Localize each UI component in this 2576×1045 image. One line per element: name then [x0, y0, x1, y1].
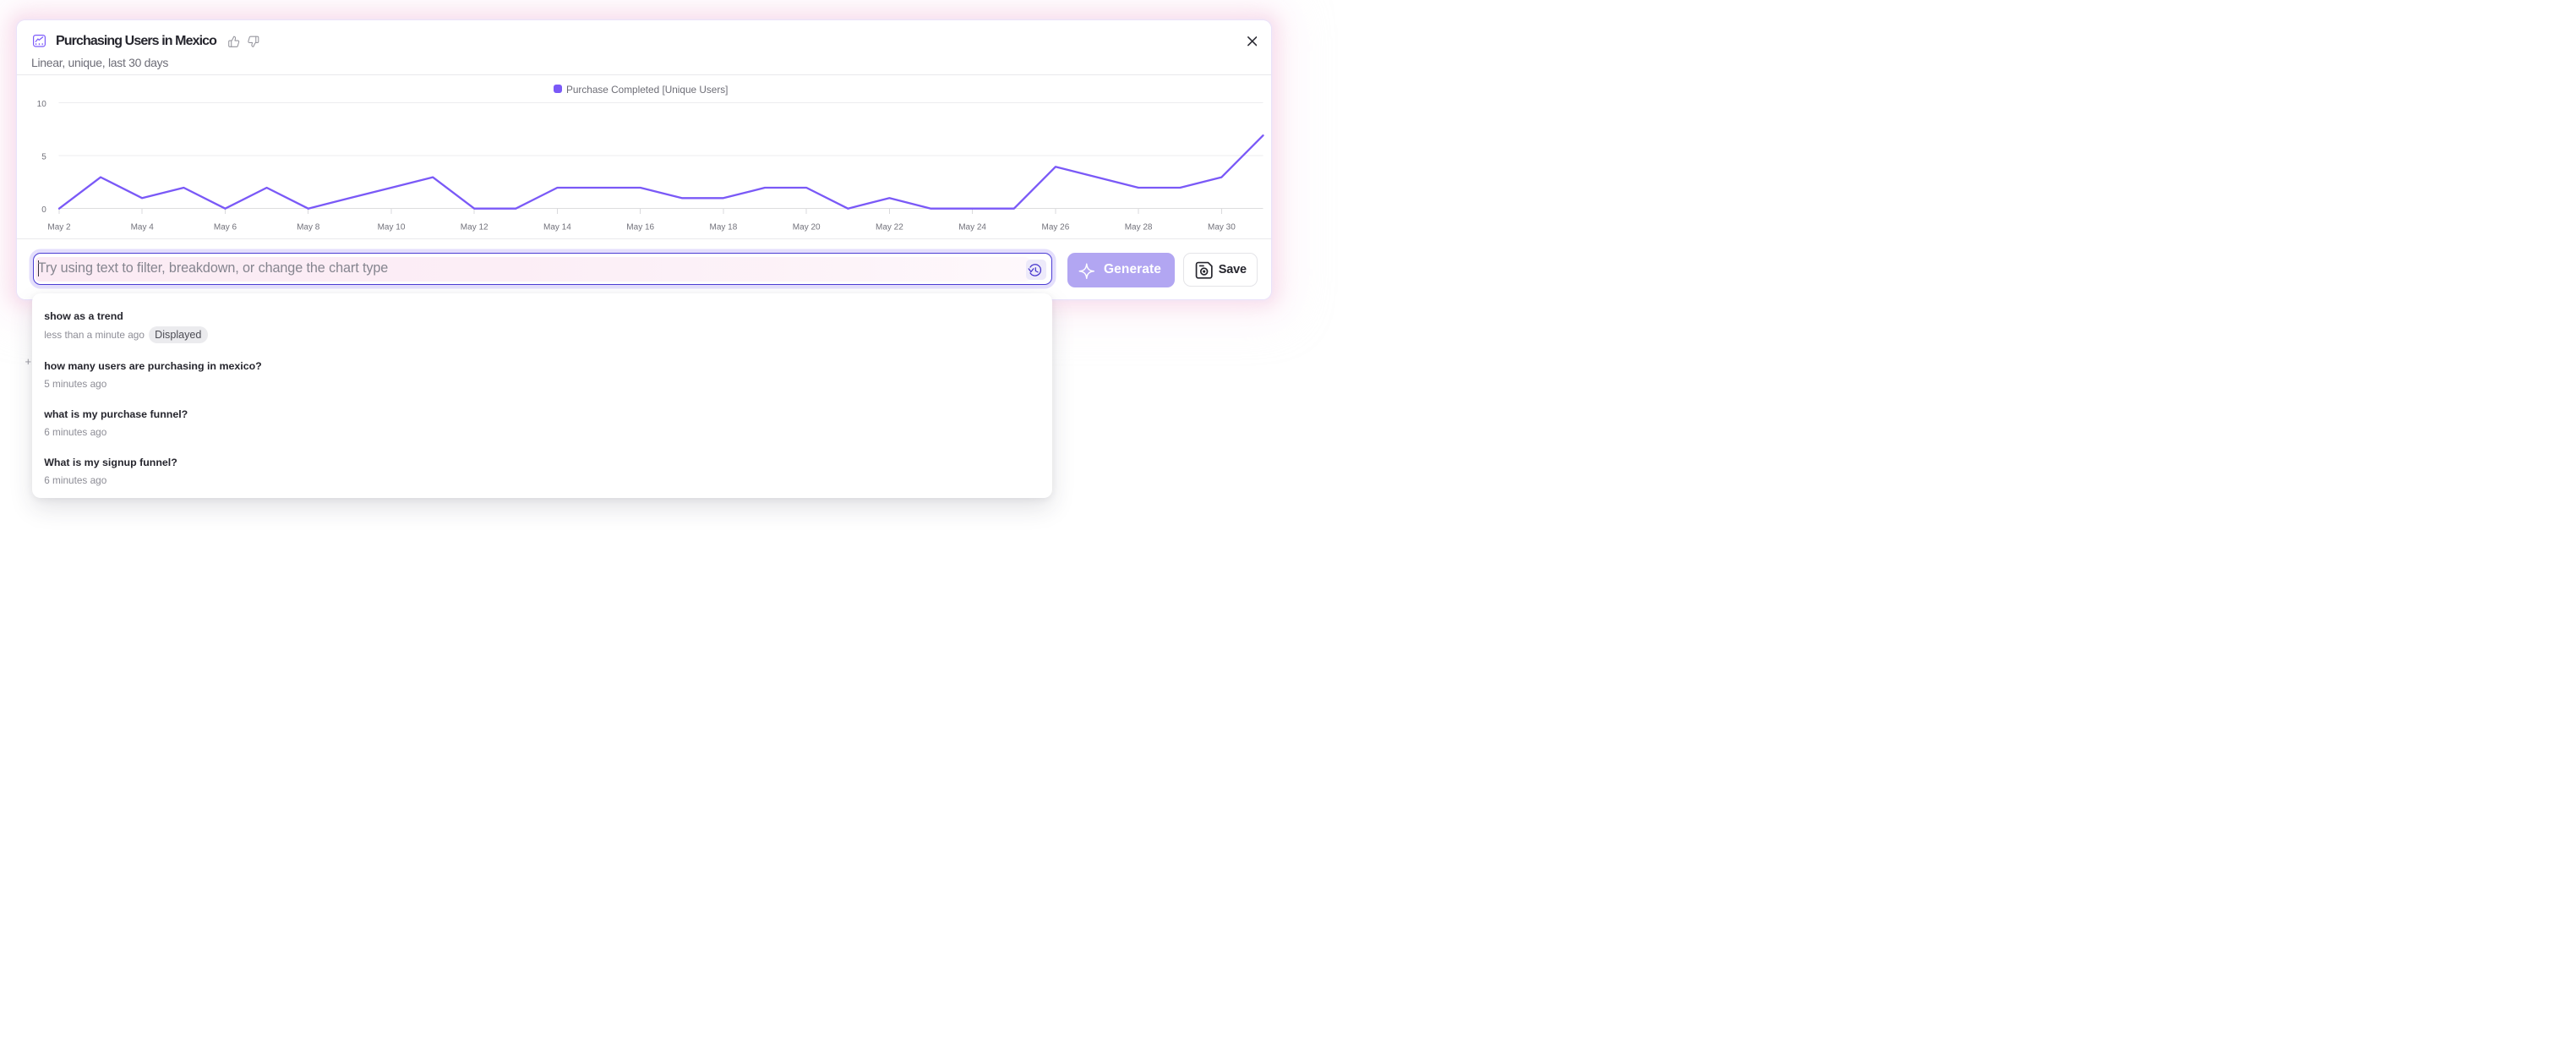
- svg-text:May 14: May 14: [543, 223, 571, 233]
- svg-text:May 30: May 30: [1208, 223, 1236, 233]
- svg-text:May 24: May 24: [958, 223, 986, 233]
- svg-text:May 20: May 20: [793, 223, 821, 233]
- svg-text:May 28: May 28: [1125, 223, 1153, 233]
- svg-text:May 10: May 10: [378, 223, 406, 233]
- svg-text:May 26: May 26: [1042, 223, 1070, 233]
- svg-text:0: 0: [41, 205, 46, 215]
- svg-text:May 2: May 2: [47, 223, 71, 233]
- svg-text:May 8: May 8: [297, 223, 320, 233]
- svg-text:10: 10: [37, 100, 47, 109]
- svg-text:May 4: May 4: [131, 223, 155, 233]
- svg-text:May 12: May 12: [461, 223, 488, 233]
- svg-text:May 18: May 18: [710, 223, 738, 233]
- svg-text:May 16: May 16: [626, 223, 654, 233]
- svg-text:May 6: May 6: [214, 223, 237, 233]
- svg-text:5: 5: [41, 153, 46, 162]
- svg-text:May 22: May 22: [876, 223, 903, 233]
